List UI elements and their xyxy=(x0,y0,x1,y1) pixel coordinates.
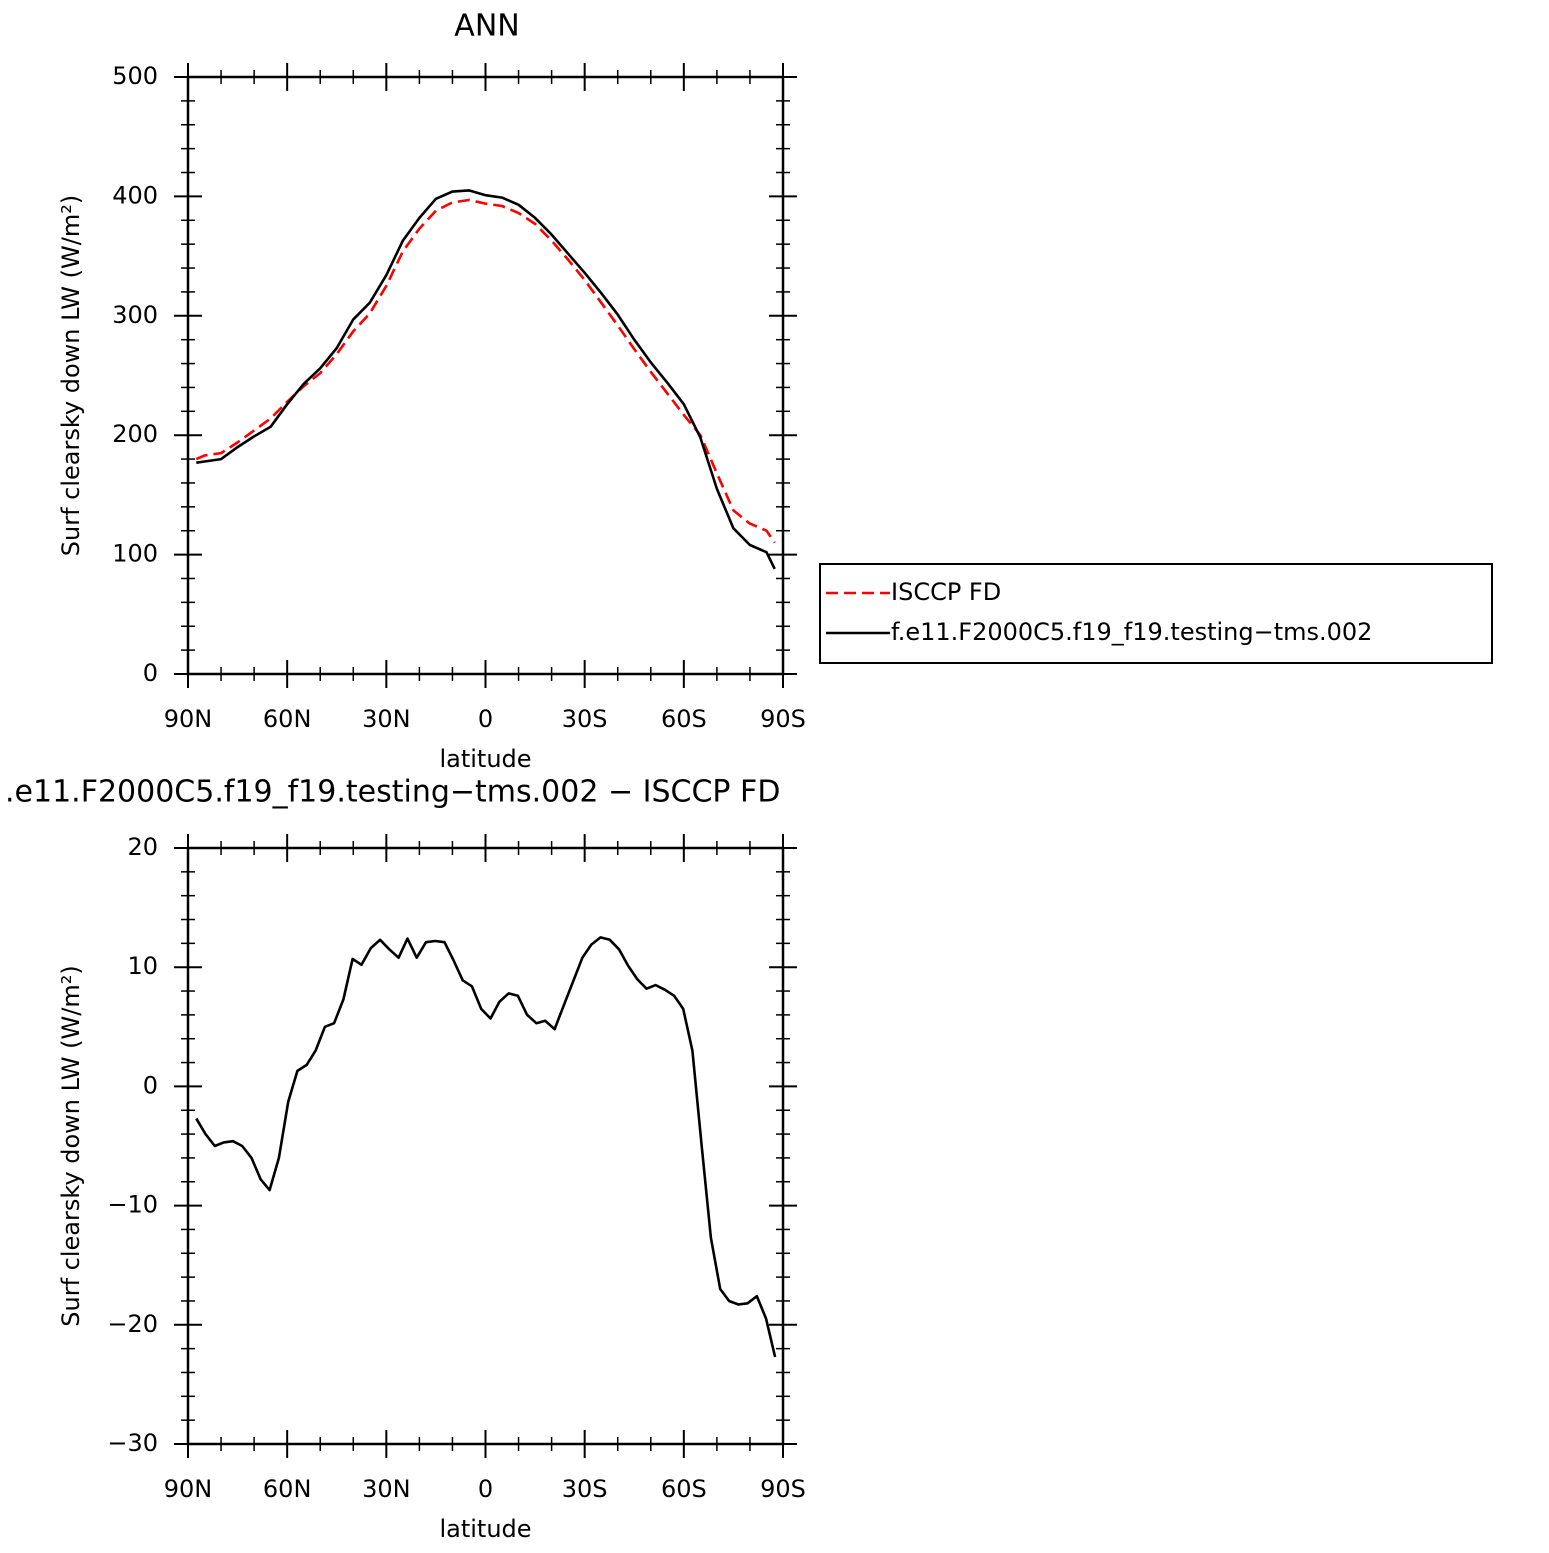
legend-label: f.e11.F2000C5.f19_f19.testing−tms.002 xyxy=(891,618,1372,646)
x-tick-label: 90S xyxy=(760,1475,806,1503)
data-line xyxy=(196,189,776,570)
y-tick-label: 400 xyxy=(112,181,158,209)
x-axis-label: latitude xyxy=(439,745,531,773)
y-tick-label: 100 xyxy=(112,540,158,568)
chart-title: .e11.F2000C5.f19_f19.testing−tms.002 − I… xyxy=(5,775,780,810)
x-tick-label: 60N xyxy=(263,1475,312,1503)
legend-label: ISCCP FD xyxy=(891,578,1001,606)
x-tick-label: 60S xyxy=(661,1475,707,1503)
x-tick-label: 30N xyxy=(362,705,411,733)
y-tick-label: 20 xyxy=(127,833,158,861)
y-tick-label: 300 xyxy=(112,301,158,329)
data-line xyxy=(195,936,777,1358)
x-tick-label: 60S xyxy=(661,705,707,733)
y-tick-label: −10 xyxy=(107,1191,158,1219)
legend-box xyxy=(819,563,1493,664)
x-tick-label: 60N xyxy=(263,705,312,733)
x-tick-label: 90N xyxy=(164,1475,213,1503)
plot-frame xyxy=(186,75,785,676)
y-tick-label: 10 xyxy=(127,952,158,980)
x-tick-label: 30S xyxy=(562,1475,608,1503)
x-tick-label: 90N xyxy=(164,705,213,733)
x-tick-label: 30N xyxy=(362,1475,411,1503)
plot-frame xyxy=(186,846,785,1446)
y-tick-label: 0 xyxy=(143,1071,158,1099)
chart-title: ANN xyxy=(454,9,519,44)
y-axis-label: Surf clearsky down LW (W/m²) xyxy=(57,195,85,556)
x-tick-label: 0 xyxy=(478,1475,493,1503)
y-tick-label: 500 xyxy=(112,62,158,90)
x-tick-label: 30S xyxy=(562,705,608,733)
x-axis-label: latitude xyxy=(439,1515,531,1543)
y-tick-label: 0 xyxy=(143,659,158,687)
x-tick-label: 90S xyxy=(760,705,806,733)
y-tick-label: −20 xyxy=(107,1310,158,1338)
x-tick-label: 0 xyxy=(478,705,493,733)
y-axis-label: Surf clearsky down LW (W/m²) xyxy=(57,965,85,1326)
y-tick-label: 200 xyxy=(112,420,158,448)
data-line xyxy=(195,198,776,544)
y-tick-label: −30 xyxy=(107,1429,158,1457)
